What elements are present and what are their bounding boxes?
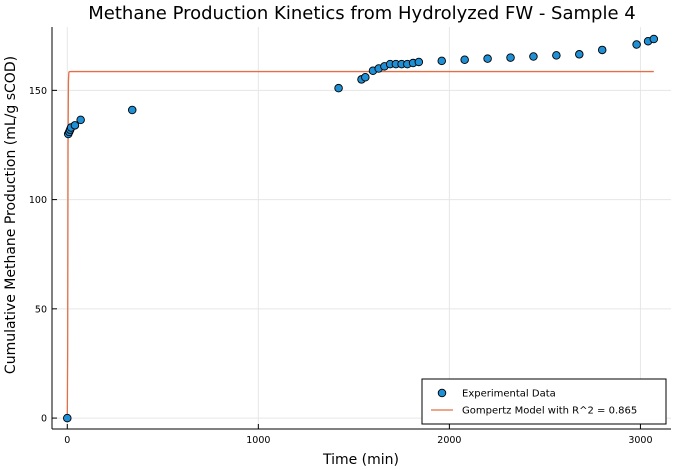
gompertz-model-line [66, 70, 654, 419]
series-layer [63, 34, 659, 423]
x-tick-label: 3000 [628, 435, 652, 446]
data-point [649, 34, 659, 44]
data-point [70, 121, 80, 130]
legend-box [421, 378, 667, 425]
grid-layer [52, 27, 671, 429]
data-point [552, 51, 561, 60]
x-tick-label: 1000 [246, 435, 270, 446]
data-point [361, 72, 370, 82]
data-point [414, 57, 424, 67]
legend-marker-experimental [437, 388, 447, 398]
y-tick-label: 0 [41, 414, 47, 425]
legend-label: Gompertz Model with R^2 = 0.865 [462, 406, 637, 417]
data-point [334, 83, 343, 93]
legend: Experimental Data Gompertz Model with R^2… [421, 378, 667, 425]
x-tick-label: 2000 [437, 435, 461, 446]
data-point [63, 413, 72, 423]
y-tick-label: 50 [35, 304, 47, 315]
y-axis-label: Cumulative Methane Production (mL/g sCOD… [3, 56, 19, 374]
data-point [127, 105, 137, 115]
legend-label: Experimental Data [462, 389, 556, 400]
data-point [529, 52, 538, 61]
chart-title: Methane Production Kinetics from Hydroly… [88, 3, 635, 24]
axes-layer: 0 1000 2000 3000 0 50 100 150 [29, 27, 671, 446]
data-point [506, 53, 515, 62]
y-tick-label: 150 [29, 86, 47, 97]
y-tick-label: 100 [29, 195, 47, 206]
data-point [575, 50, 584, 59]
data-point [483, 54, 492, 63]
data-point [460, 55, 469, 65]
data-point [76, 115, 85, 125]
data-point [597, 45, 607, 55]
x-tick-label: 0 [64, 435, 70, 446]
x-axis-label: Time (min) [322, 452, 399, 468]
data-point [437, 56, 446, 66]
data-point [632, 40, 641, 49]
